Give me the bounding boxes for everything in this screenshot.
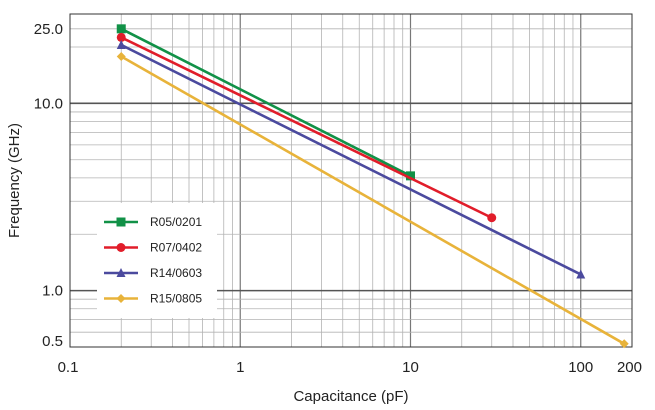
y-tick-label: 25.0 <box>34 21 63 38</box>
y-tick-label: 10.0 <box>34 95 63 112</box>
series-r05-0201 <box>116 24 415 181</box>
x-axis-title: Capacitance (pF) <box>293 388 408 405</box>
legend-item: R15/0805 <box>104 292 202 306</box>
legend-marker <box>116 217 126 227</box>
series-line <box>120 27 412 178</box>
series-line <box>120 36 493 219</box>
plot-frame <box>69 13 633 348</box>
data-point <box>116 32 126 42</box>
series-r14-0603 <box>116 39 586 279</box>
grid <box>70 14 632 347</box>
data-point <box>487 213 497 223</box>
y-tick-labels: 0.5 1.0 10.0 25.0 <box>34 21 63 350</box>
legend-item: R05/0201 <box>104 215 202 229</box>
legend-label: R05/0201 <box>150 215 202 229</box>
series-line <box>120 43 582 276</box>
legend-label: R14/0603 <box>150 266 202 280</box>
legend-item: R14/0603 <box>104 266 202 280</box>
legend-marker <box>116 243 126 252</box>
data-point <box>619 339 629 349</box>
legend: R05/0201 R07/0402 R14/0603 R15/0805 <box>97 203 217 318</box>
y-tick-label: 0.5 <box>42 333 63 350</box>
series-lines <box>116 24 629 349</box>
x-tick-label: 0.1 <box>58 359 79 376</box>
x-tick-label: 100 <box>568 359 593 376</box>
legend-marker <box>116 294 126 303</box>
series-r07-0402 <box>116 32 497 223</box>
y-tick-label: 1.0 <box>42 283 63 300</box>
data-point <box>116 51 126 61</box>
legend-marker <box>116 268 126 277</box>
data-point <box>576 269 586 279</box>
x-tick-label: 200 <box>617 359 642 376</box>
x-tick-labels: 0.1 1 10 100 200 <box>58 359 642 376</box>
legend-label: R15/0805 <box>150 292 202 306</box>
series-r15-0805 <box>116 51 629 349</box>
data-point <box>405 171 415 181</box>
data-point <box>116 39 126 49</box>
y-axis-title: Frequency (GHz) <box>6 123 23 238</box>
data-point <box>116 24 126 34</box>
x-tick-label: 10 <box>402 359 419 376</box>
legend-item: R07/0402 <box>104 241 202 255</box>
legend-label: R07/0402 <box>150 241 202 255</box>
series-line <box>120 55 625 345</box>
x-tick-label: 1 <box>236 359 244 376</box>
